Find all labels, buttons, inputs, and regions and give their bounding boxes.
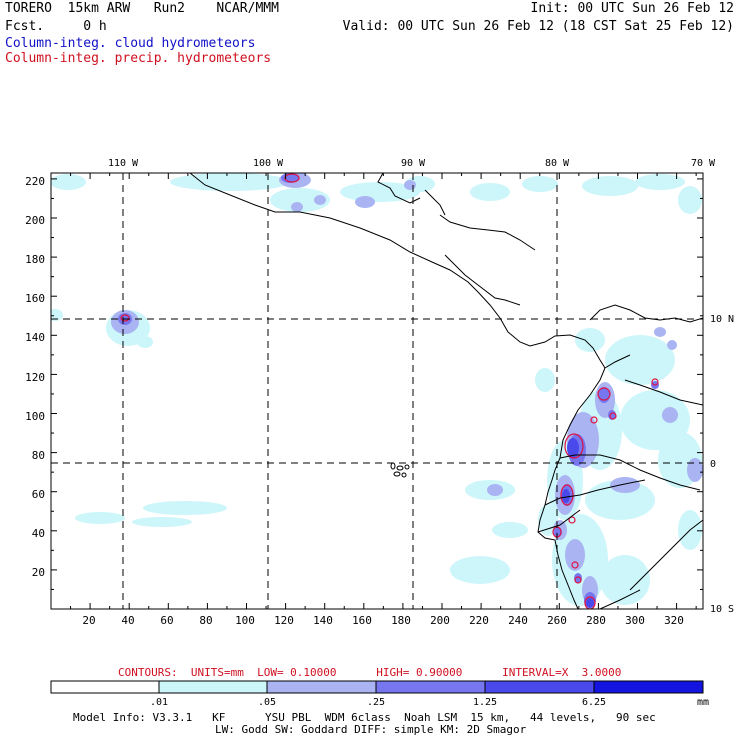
field-label-precip: Column-integ. precip. hydrometeors — [5, 51, 272, 66]
x-tick-label: 160 — [352, 614, 372, 627]
x-tick-label: 180 — [391, 614, 411, 627]
x-tick-label: 60 — [160, 614, 173, 627]
valid-time: Valid: 00 UTC Sun 26 Feb 12 (18 CST Sat … — [342, 19, 734, 34]
x-tick-label: 20 — [82, 614, 95, 627]
y-tick-label: 140 — [25, 331, 45, 344]
lat-label-10n: 10 N — [710, 314, 734, 325]
y-tick-label: 40 — [32, 527, 45, 540]
model-physics-info: LW: Godd SW: Goddard DIFF: simple KM: 2D… — [215, 723, 527, 736]
x-tick-label: 240 — [508, 614, 528, 627]
y-tick-label: 100 — [25, 410, 45, 423]
lon-label-90w: 90 W — [401, 158, 426, 169]
forecast-hour: Fcst. 0 h — [5, 19, 107, 34]
color-bar-segment — [266, 680, 377, 694]
lon-label-100w: 100 W — [253, 158, 284, 169]
color-bar-segment — [593, 680, 704, 694]
lon-label-70w: 70 W — [691, 158, 716, 169]
y-tick-label: 220 — [25, 175, 45, 188]
color-bar-label: .01 — [150, 697, 168, 708]
lat-label-10s: 10 S — [710, 604, 734, 615]
galapagos-islands — [390, 462, 410, 478]
y-tick-label: 180 — [25, 253, 45, 266]
hydrometeor-fill — [51, 173, 703, 609]
x-tick-label: 40 — [121, 614, 134, 627]
x-tick-label: 300 — [625, 614, 645, 627]
color-bar-label: .05 — [258, 697, 276, 708]
color-bar-units: mm — [697, 697, 709, 708]
contours-info: CONTOURS: UNITS=mm LOW= 0.10000 HIGH= 0.… — [118, 666, 622, 679]
color-bar-label: .25 — [367, 697, 385, 708]
y-tick-label: 80 — [32, 449, 45, 462]
x-tick-label: 120 — [274, 614, 294, 627]
color-bar-segment — [50, 680, 160, 694]
y-tick-label: 20 — [32, 566, 45, 579]
lat-label-0: 0 — [710, 459, 716, 470]
header-title: TORERO 15km ARW Run2 NCAR/MMM — [5, 1, 279, 16]
y-tick-label: 160 — [25, 292, 45, 305]
x-tick-label: 200 — [430, 614, 450, 627]
color-bar-label: 6.25 — [582, 697, 606, 708]
lon-label-80w: 80 W — [545, 158, 570, 169]
color-bar-segment — [158, 680, 268, 694]
x-tick-label: 260 — [547, 614, 567, 627]
model-info: Model Info: V3.3.1 KF YSU PBL WDM 6class… — [73, 711, 656, 724]
x-tick-label: 280 — [586, 614, 606, 627]
y-tick-label: 200 — [25, 214, 45, 227]
lon-label-110w: 110 W — [108, 158, 139, 169]
field-label-cloud: Column-integ. cloud hydrometeors — [5, 36, 256, 51]
x-tick-label: 140 — [313, 614, 333, 627]
init-time: Init: 00 UTC Sun 26 Feb 12 — [530, 1, 735, 16]
x-tick-label: 320 — [664, 614, 684, 627]
map-frame — [50, 172, 704, 610]
x-tick-label: 100 — [235, 614, 255, 627]
graticule — [51, 173, 703, 609]
x-tick-label: 220 — [469, 614, 489, 627]
coastline — [189, 173, 703, 609]
axis-ticks — [50, 173, 703, 610]
y-tick-label: 120 — [25, 371, 45, 384]
color-bar — [50, 680, 704, 694]
color-bar-label: 1.25 — [473, 697, 497, 708]
y-tick-label: 60 — [32, 488, 45, 501]
color-bar-segment — [484, 680, 595, 694]
color-bar-segment — [375, 680, 486, 694]
x-tick-label: 80 — [199, 614, 212, 627]
